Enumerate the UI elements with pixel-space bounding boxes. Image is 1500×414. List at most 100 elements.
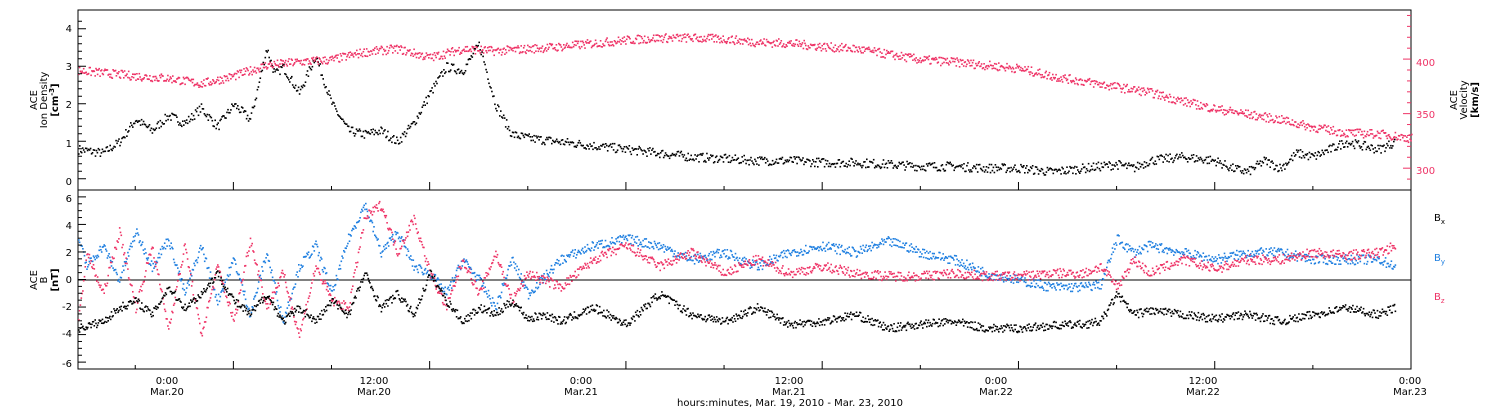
velocity-point — [1324, 125, 1326, 127]
velocity-point — [934, 59, 936, 61]
by-point — [131, 246, 133, 248]
density-point — [562, 139, 564, 141]
velocity-point — [527, 45, 529, 47]
by-point — [203, 254, 205, 256]
density-point — [934, 162, 936, 164]
velocity-point — [1197, 100, 1199, 102]
by-point — [1339, 260, 1341, 262]
velocity-point — [1310, 130, 1312, 132]
velocity-point — [930, 63, 932, 65]
velocity-point — [159, 75, 161, 77]
density-point — [982, 170, 984, 172]
bz-point — [109, 267, 111, 269]
velocity-point — [1239, 112, 1241, 114]
velocity-point — [971, 65, 973, 67]
density-point — [1093, 163, 1095, 165]
by-point — [582, 248, 584, 250]
by-point — [88, 264, 90, 266]
by-point — [699, 260, 701, 262]
by-point — [251, 312, 253, 314]
by-point — [1226, 260, 1228, 262]
velocity-point — [634, 43, 636, 45]
density-point — [883, 159, 885, 161]
velocity-point — [913, 54, 915, 56]
by-point — [1233, 252, 1235, 254]
by-point — [222, 288, 224, 290]
density-point — [1297, 151, 1299, 153]
velocity-point — [849, 47, 851, 49]
density-point — [1177, 158, 1179, 160]
density-point — [810, 166, 812, 168]
by-point — [277, 300, 279, 302]
by-point — [872, 247, 874, 249]
by-point — [1265, 248, 1267, 250]
density-point — [985, 169, 987, 171]
bz-point — [248, 250, 250, 252]
by-point — [151, 260, 153, 262]
velocity-point — [547, 44, 549, 46]
bz-point — [357, 262, 359, 264]
velocity-point — [835, 50, 837, 52]
by-point — [524, 287, 526, 289]
density-point — [1193, 154, 1195, 156]
velocity-point — [1077, 84, 1079, 86]
by-point — [93, 255, 95, 257]
density-point — [1084, 166, 1086, 168]
by-point — [532, 290, 534, 292]
density-point — [740, 162, 742, 164]
by-point — [294, 286, 296, 288]
by-point — [1227, 258, 1229, 260]
velocity-point — [861, 52, 863, 54]
velocity-point — [785, 44, 787, 46]
velocity-point — [670, 36, 672, 38]
by-point — [1235, 254, 1237, 256]
velocity-point — [605, 41, 607, 43]
density-point — [764, 157, 766, 159]
bz-point — [300, 328, 302, 330]
by-point — [372, 231, 374, 233]
by-point — [849, 253, 851, 255]
velocity-point — [1073, 81, 1075, 83]
bz-point — [157, 269, 159, 271]
by-point — [342, 257, 344, 259]
velocity-point — [572, 42, 574, 44]
density-point — [847, 164, 849, 166]
by-point — [1308, 259, 1310, 261]
density-point — [1155, 160, 1157, 162]
bz-point — [375, 207, 377, 209]
by-point — [124, 261, 126, 263]
bz-point — [393, 244, 395, 246]
bz-point — [404, 242, 406, 244]
velocity-point — [287, 61, 289, 63]
velocity-point — [1402, 137, 1404, 139]
bz-point — [382, 209, 384, 211]
bz-point — [215, 268, 217, 270]
velocity-point — [1100, 83, 1102, 85]
by-point — [1135, 249, 1137, 251]
by-point — [137, 232, 139, 234]
density-point — [1180, 157, 1182, 159]
by-point — [215, 294, 217, 296]
density-point — [1201, 158, 1203, 160]
bz-point — [351, 289, 353, 291]
velocity-point — [709, 39, 711, 41]
by-point — [1018, 282, 1020, 284]
velocity-point — [1059, 80, 1061, 82]
velocity-point — [1189, 106, 1191, 108]
by-point — [1337, 257, 1339, 259]
velocity-point — [1400, 139, 1402, 141]
by-point — [185, 292, 187, 294]
bz-point — [277, 286, 279, 288]
density-point — [658, 153, 660, 155]
by-point — [857, 255, 859, 257]
density-point — [1080, 170, 1082, 172]
density-point — [834, 163, 836, 165]
velocity-point — [1196, 108, 1198, 110]
bz-point — [373, 211, 375, 213]
density-point — [1337, 147, 1339, 149]
by-point — [1230, 255, 1232, 257]
velocity-point — [459, 53, 461, 55]
velocity-point — [1317, 132, 1319, 134]
velocity-point — [277, 60, 279, 62]
velocity-point — [609, 45, 611, 47]
